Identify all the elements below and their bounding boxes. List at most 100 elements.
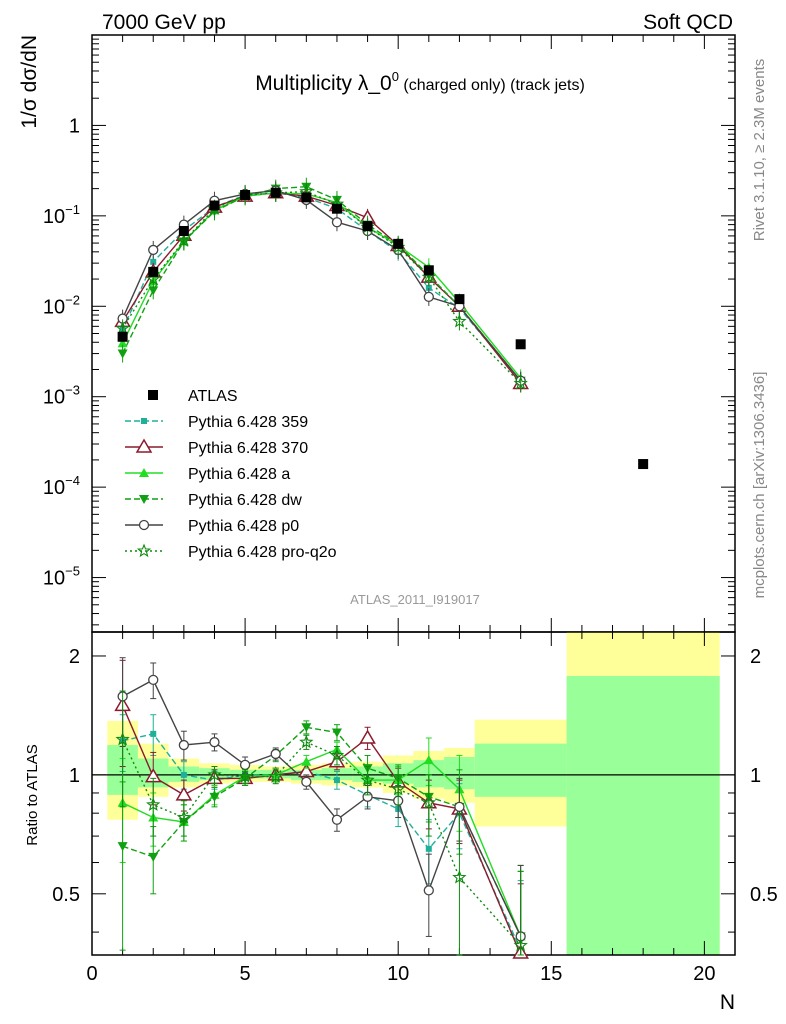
ratio-x-tick-label: 10 <box>387 963 409 985</box>
data-point <box>362 221 373 232</box>
data-point <box>148 244 159 256</box>
ratio-data-point <box>180 771 187 778</box>
legend-entry-atlas: ATLAS <box>148 388 238 405</box>
ratio-data-point <box>331 814 343 825</box>
data-point <box>452 313 467 328</box>
series-line <box>121 189 522 382</box>
ratio-data-point <box>146 797 161 811</box>
ratio-panel: Ratio to ATLAS N 0.5 0.51 12 20 5 10 15 20 <box>24 631 778 1014</box>
ratio-series-pythia-6-428-370 <box>114 659 529 959</box>
main-y-tick-label: 1 <box>69 115 80 137</box>
data-point <box>148 286 159 296</box>
ratio-data-point <box>454 801 465 813</box>
data-point <box>513 376 528 390</box>
ratio-data-point <box>239 759 251 771</box>
ratio-data-point <box>333 777 340 784</box>
legend-label: ATLAS <box>188 388 238 405</box>
series-pythia-6-428-dw <box>117 177 526 390</box>
main-frame <box>91 34 736 633</box>
legend: ATLAS Pythia 6.428 359 Pythia 6.428 370 Pyt… <box>125 388 337 561</box>
rivet-version-text: Rivet 3.1.10, ≥ 2.3M events <box>751 59 768 242</box>
legend-entry-pythia-6-428-dw: Pythia 6.428 dw <box>125 492 302 509</box>
ratio-data-point <box>421 795 436 809</box>
ratio-y-tick-label-right: 0.5 <box>750 884 778 906</box>
ratio-y-tick-label: 1 <box>69 765 80 787</box>
header-left: 7000 GeV pp <box>102 11 226 34</box>
ratio-data-point <box>301 776 312 788</box>
series-line <box>121 185 522 382</box>
ratio-y-tick-label-right: 1 <box>750 765 761 787</box>
main-ylabel: 1/σ dσ/dN <box>18 35 41 129</box>
ratio-data-point <box>148 852 159 862</box>
data-point <box>178 225 189 236</box>
legend-marker <box>139 468 149 477</box>
ratio-data-point <box>268 769 283 783</box>
mcplots-credit-text: mcplots.cern.ch [arXiv:1306.3436] <box>751 372 768 599</box>
legend-entry-pythia-6-428-359: Pythia 6.428 359 <box>125 414 308 431</box>
data-point <box>150 258 157 265</box>
legend-marker <box>141 418 147 424</box>
data-point <box>638 459 649 470</box>
data-point <box>301 192 312 203</box>
legend-entry-pythia-6-428-370: Pythia 6.428 370 <box>125 438 308 457</box>
ratio-ylabel: Ratio to ATLAS <box>24 744 41 845</box>
ratio-x-tick-label: 0 <box>86 963 97 985</box>
ratio-data-point <box>299 734 314 749</box>
series-atlas <box>117 187 649 470</box>
ratio-series-pythia-6-428-pro-q2o <box>115 690 528 956</box>
data-point <box>148 266 159 277</box>
data-point <box>117 331 128 342</box>
ratio-y-tick-label: 2 <box>69 646 80 668</box>
ratio-data-point <box>425 845 432 852</box>
ratio-data-point <box>117 842 128 852</box>
legend-marker <box>135 438 153 453</box>
data-point <box>209 200 220 211</box>
data-point <box>331 203 342 214</box>
data-point <box>146 271 161 286</box>
legend-label: Pythia 6.428 359 <box>188 414 308 431</box>
ratio-data-point <box>207 767 222 781</box>
legend-marker <box>138 519 150 531</box>
ratio-data-point <box>452 870 467 884</box>
series-pythia-6-428-p0 <box>117 181 526 390</box>
chart-title: Multiplicity λ_00 (charged only) (track … <box>255 69 585 95</box>
legend-marker <box>139 495 149 504</box>
ratio-data-point <box>423 885 434 896</box>
ratio-series-pythia-6-428-p0 <box>117 657 526 956</box>
ratio-data-point <box>513 938 528 952</box>
series-pythia-6-428-a <box>117 183 526 388</box>
legend-entry-pythia-6-428-a: Pythia 6.428 a <box>125 466 290 483</box>
data-point <box>515 339 526 350</box>
header-right: Soft QCD <box>643 11 733 34</box>
ratio-series <box>114 657 529 959</box>
data-point <box>454 294 465 305</box>
ratio-data-point <box>270 748 281 760</box>
main-y-tick-label: 10−3 <box>43 383 80 409</box>
ratio-data-point <box>115 731 130 746</box>
main-panel: 1/σ dσ/dN Multiplicity λ_00 (charged onl… <box>18 34 736 633</box>
ratio-data-point <box>331 728 342 738</box>
ratio-x-tick-label: 15 <box>540 963 562 985</box>
ratio-y-tick-label-right: 2 <box>750 646 761 668</box>
data-point <box>240 190 251 201</box>
ratio-data-point <box>237 769 253 783</box>
legend-marker <box>136 543 152 558</box>
legend-marker <box>148 390 158 400</box>
ratio-axes: 0.5 0.51 12 20 5 10 15 20 <box>52 631 778 985</box>
ratio-xlabel: N <box>720 991 735 1014</box>
ratio-data-point <box>178 739 190 751</box>
ratio-data-point <box>391 781 406 796</box>
ratio-data-point <box>359 729 376 744</box>
data-point <box>425 284 432 291</box>
legend-label: Pythia 6.428 a <box>188 466 290 483</box>
legend-entry-pythia-6-428-p0: Pythia 6.428 p0 <box>125 518 299 535</box>
ratio-data-point <box>329 748 345 762</box>
band-inner <box>566 675 720 955</box>
ratio-frame <box>91 631 736 956</box>
main-series <box>114 177 649 470</box>
ratio-data-point <box>148 674 159 686</box>
series-pythia-6-428-370 <box>114 183 529 393</box>
ratio-data-point <box>301 723 312 733</box>
ratio-y-tick-label: 0.5 <box>52 884 80 906</box>
